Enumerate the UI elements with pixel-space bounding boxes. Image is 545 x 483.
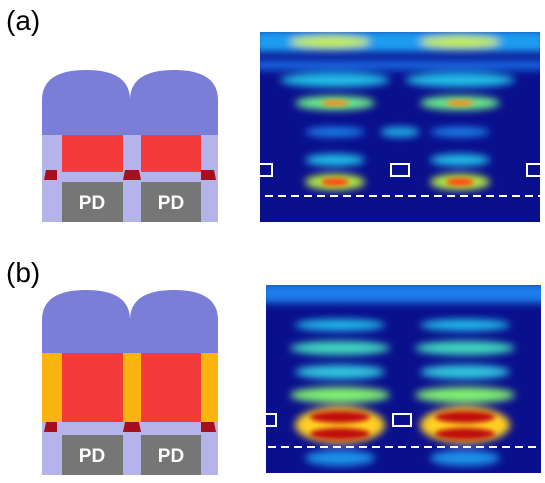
pd-label: PD	[79, 193, 105, 214]
pixel-schematic: PD PD	[42, 70, 218, 222]
field-map	[266, 285, 541, 473]
pd-label: PD	[158, 193, 184, 214]
panel-label: (b)	[6, 257, 40, 288]
pd-label: PD	[158, 446, 184, 467]
panel-label: (a)	[6, 5, 40, 36]
pd-label: PD	[79, 446, 105, 467]
field-map	[260, 32, 540, 222]
pixel-schematic: PD PD	[42, 290, 218, 475]
